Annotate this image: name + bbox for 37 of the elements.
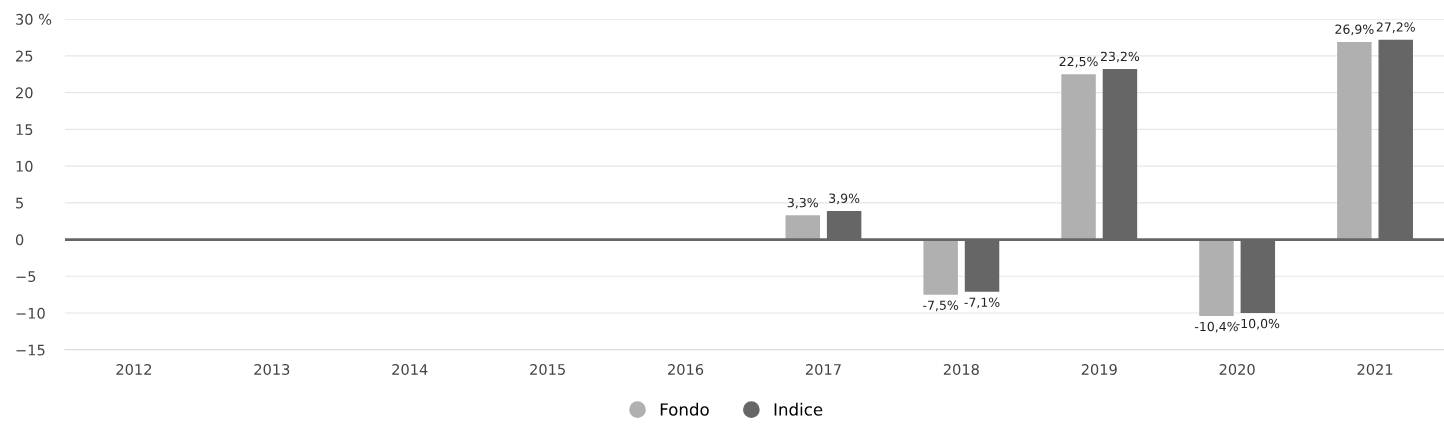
y-tick-label: 25 — [16, 50, 33, 62]
y-tick-label: 0 — [15, 234, 24, 246]
y-tick-label: 10 — [16, 160, 33, 172]
data-label: 3,3% — [787, 197, 818, 209]
data-label: 3,9% — [829, 193, 860, 205]
y-tick-label: 5 — [16, 197, 23, 209]
data-label: 23,2% — [1100, 51, 1140, 63]
x-tick-label: 2014 — [392, 363, 428, 375]
bar — [1337, 41, 1372, 240]
y-tick-label: −10 — [16, 307, 45, 319]
data-label: -7,1% — [964, 297, 1000, 309]
x-tick-label: 2013 — [254, 363, 290, 375]
y-tick-label: −15 — [16, 344, 45, 356]
data-label: 27,2% — [1376, 22, 1415, 33]
x-tick-label: 2012 — [116, 363, 152, 375]
x-tick-label: 2017 — [805, 363, 841, 375]
data-label: 26,9% — [1335, 24, 1374, 36]
data-label: -10,4% — [1194, 321, 1238, 333]
bar — [1061, 74, 1096, 240]
x-tick-label: 2018 — [943, 363, 979, 375]
data-label: 22,5% — [1059, 56, 1098, 68]
bar — [1199, 239, 1234, 316]
y-tick-label: 30 % — [16, 13, 52, 25]
x-tick-label: 2016 — [668, 363, 704, 375]
x-tick-label: 2015 — [530, 363, 565, 375]
x-tick-label: 2020 — [1219, 363, 1255, 375]
y-tick-label: −5 — [16, 271, 36, 283]
y-tick-label: 20 — [16, 87, 33, 99]
legend-label: Fondo — [660, 402, 709, 416]
bar — [785, 215, 820, 240]
y-tick-label: 15 — [16, 124, 33, 136]
data-label: -7,5% — [923, 300, 959, 312]
legend-label: Indice — [774, 402, 823, 416]
bar — [923, 239, 958, 295]
x-tick-label: 2021 — [1357, 363, 1393, 375]
data-label: -10,0% — [1236, 318, 1280, 330]
x-tick-label: 2019 — [1081, 363, 1117, 375]
